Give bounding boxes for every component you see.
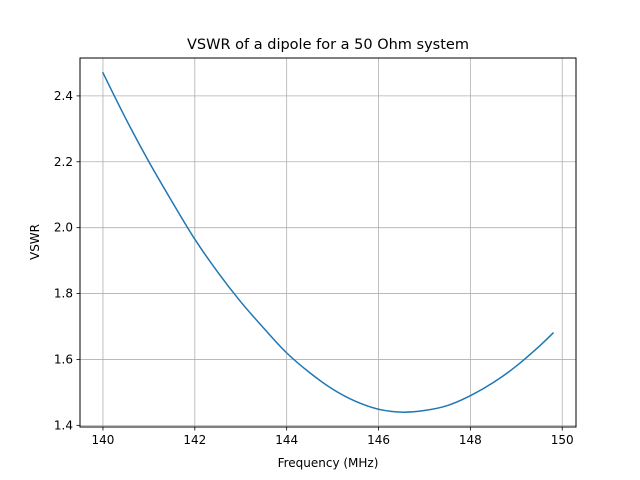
y-tick-label: 2.0	[54, 221, 73, 235]
y-tick-label: 2.2	[54, 155, 73, 169]
y-axis-label: VSWR	[28, 224, 42, 260]
x-tick-label: 150	[551, 433, 574, 447]
tick-layer: 140 142 144 146 148 150 1.4 1.6 1.8 2.0 2.2 2.4	[54, 89, 574, 447]
plot-frame	[79, 57, 577, 428]
y-tick-label: 1.6	[54, 352, 73, 366]
x-axis-label: Frequency (MHz)	[278, 456, 379, 470]
x-tick-label: 142	[183, 433, 206, 447]
x-tick-label: 140	[92, 433, 115, 447]
y-tick-label: 2.4	[54, 89, 73, 103]
y-tick-label: 1.8	[54, 287, 73, 301]
series-layer	[101, 71, 555, 413]
grid-layer	[80, 58, 576, 427]
x-tick-label: 148	[459, 433, 482, 447]
x-tick-label: 146	[367, 433, 390, 447]
y-tick-label: 1.4	[54, 418, 73, 432]
vswr-series-line	[101, 71, 555, 413]
chart-title: VSWR of a dipole for a 50 Ohm system	[187, 37, 469, 53]
x-tick-label: 144	[275, 433, 298, 447]
